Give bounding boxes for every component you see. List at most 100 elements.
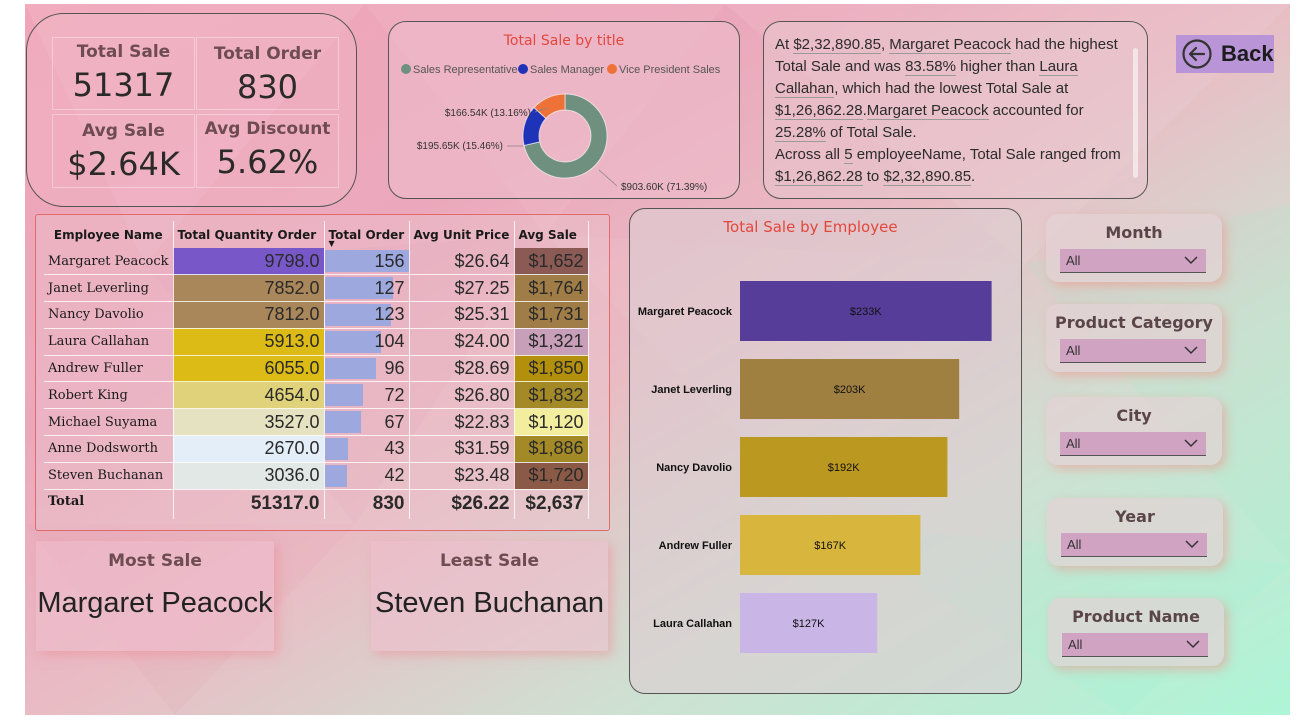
table-row[interactable]: Steven Buchanan 3036.0 42 $23.48 $1,720 (44, 462, 589, 490)
cell-total-order: 96 (324, 355, 410, 383)
narrative-text: . (862, 102, 867, 119)
legend-entry[interactable]: Sales Representative (413, 64, 518, 76)
total-avg-price: $26.22 (409, 489, 515, 520)
cell-total-quantity: 3036.0 (173, 462, 325, 490)
table-row[interactable]: Margaret Peacock 9798.0 156 $26.64 $1,652 (44, 248, 589, 276)
category-label: Nancy Davolio (656, 462, 732, 474)
bar-data-label: $167K (814, 540, 846, 552)
cell-total-order: 156 (324, 248, 410, 276)
total-orders: 830 (324, 489, 410, 520)
category-label: Laura Callahan (653, 618, 732, 630)
cell-avg-sale: $1,886 (514, 435, 589, 463)
data-bar (324, 464, 348, 487)
cell-total-order-value: 123 (374, 304, 405, 325)
kpi-panel: Total Sale 51317 Total Order 830 Avg Sal… (26, 13, 357, 207)
cell-avg-sale: $1,832 (514, 381, 589, 410)
cell-employee-name: Laura Callahan (44, 328, 174, 356)
cell-avg-unit-price: $26.64 (409, 248, 515, 276)
bar-chart-card: Total Sale by Employee Margaret Peacock $… (629, 208, 1022, 694)
slicer-city-label: City (1116, 406, 1152, 425)
smart-narrative: At $2,32,890.85, Margaret Peacock had th… (763, 21, 1148, 199)
narrative-min: $1,26,862.28 (775, 168, 863, 186)
data-bar (324, 438, 348, 460)
slicer-month-label: Month (1105, 223, 1163, 242)
table-row[interactable]: Laura Callahan 5913.0 104 $24.00 $1,321 (44, 328, 589, 356)
slicer-product-category: Product Category All (1046, 304, 1222, 372)
narrative-count: 5 (844, 146, 853, 164)
arrow-left-circle-icon (1182, 39, 1212, 69)
cell-total-order-value: 72 (384, 384, 405, 405)
cell-avg-sale: $1,850 (514, 355, 589, 383)
narrative-bottom-employee: Laura Callahan (775, 58, 1078, 98)
slicer-product-category-value: All (1066, 343, 1081, 358)
col-total-order[interactable]: Total Order ▼ (324, 221, 410, 248)
table-row[interactable]: Robert King 4654.0 72 $26.80 $1,832 (44, 381, 589, 410)
data-bar (324, 384, 364, 407)
cell-total-quantity: 9798.0 (173, 248, 325, 276)
narrative-text: At (775, 36, 794, 53)
kpi-total-order-value: 830 (236, 68, 299, 106)
cell-total-order-value: 67 (384, 411, 405, 432)
cell-total-order: 72 (324, 381, 410, 410)
most-sale-label: Most Sale (108, 551, 202, 571)
data-bar (324, 277, 393, 300)
bar[interactable] (740, 593, 878, 653)
table-row[interactable]: Andrew Fuller 6055.0 96 $28.69 $1,850 (44, 355, 589, 383)
bar[interactable] (740, 281, 992, 341)
table-row[interactable]: Nancy Davolio 7812.0 123 $25.31 $1,731 (44, 301, 589, 329)
donut-data-label: $166.54K (13.16%) (445, 108, 531, 119)
data-bar (324, 330, 381, 353)
slicer-product-name-dropdown[interactable]: All (1062, 633, 1208, 657)
cell-avg-unit-price: $22.83 (409, 408, 515, 437)
least-sale-card: Least Sale Steven Buchanan (371, 541, 608, 651)
cell-employee-name: Andrew Fuller (44, 355, 174, 383)
table-row[interactable]: Michael Suyama 3527.0 67 $22.83 $1,120 (44, 408, 589, 437)
kpi-avg-sale: Avg Sale $2.64K (52, 114, 195, 188)
bar-data-label: $127K (793, 618, 825, 630)
cell-avg-sale: $1,764 (514, 274, 589, 303)
bar-data-label: $233K (850, 306, 882, 318)
most-sale-card: Most Sale Margaret Peacock (36, 541, 274, 651)
donut-chart: Sales Representative Sales Manager Vice Pr… (401, 64, 721, 193)
kpi-avg-discount-label: Avg Discount (204, 119, 331, 139)
slicer-year-dropdown[interactable]: All (1061, 533, 1207, 557)
legend-entry[interactable]: Sales Manager (530, 64, 604, 76)
cell-avg-sale: $1,652 (514, 248, 589, 276)
slicer-city-dropdown[interactable]: All (1060, 432, 1206, 456)
bar[interactable] (740, 437, 948, 497)
back-button[interactable]: Back (1176, 35, 1274, 73)
most-sale-value: Margaret Peacock (37, 587, 273, 619)
cell-total-quantity: 7852.0 (173, 274, 325, 303)
total-label: Total (44, 489, 174, 520)
bar[interactable] (740, 515, 921, 575)
cell-total-order: 67 (324, 408, 410, 437)
donut-slice[interactable] (523, 93, 608, 179)
data-bar (324, 250, 409, 273)
data-bar (324, 304, 391, 326)
cell-total-quantity: 5913.0 (173, 328, 325, 356)
donut-slice[interactable] (533, 93, 566, 120)
kpi-total-order: Total Order 830 (196, 37, 339, 110)
cell-avg-sale: $1,120 (514, 408, 589, 437)
employee-table: Employee Name Total Quantity Order Total… (44, 221, 589, 520)
bar-data-label: $192K (828, 462, 860, 474)
col-avg-sale[interactable]: Avg Sale (514, 221, 589, 248)
table-row[interactable]: Anne Dodsworth 2670.0 43 $31.59 $1,886 (44, 435, 589, 463)
narrative-scrollbar[interactable] (1133, 48, 1138, 178)
col-avg-unit-price[interactable]: Avg Unit Price (409, 221, 515, 248)
cell-avg-unit-price: $23.48 (409, 462, 515, 490)
table-row[interactable]: Janet Leverling 7852.0 127 $27.25 $1,764 (44, 274, 589, 303)
narrative-text: . (971, 168, 976, 185)
slicer-product-category-dropdown[interactable]: All (1060, 339, 1206, 363)
col-employee-name[interactable]: Employee Name (44, 221, 174, 248)
cell-employee-name: Michael Suyama (44, 408, 174, 437)
bar[interactable] (740, 359, 960, 419)
narrative-pct-higher: 83.58% (905, 58, 956, 76)
narrative-top-employee: Margaret Peacock (889, 36, 1012, 54)
col-total-quantity-order[interactable]: Total Quantity Order (173, 221, 325, 248)
legend-entry[interactable]: Vice President Sales (619, 64, 721, 76)
total-quantity: 51317.0 (173, 489, 325, 520)
kpi-avg-sale-label: Avg Sale (82, 121, 165, 141)
slicer-month-dropdown[interactable]: All (1060, 249, 1206, 273)
cell-total-order-value: 96 (384, 358, 405, 379)
